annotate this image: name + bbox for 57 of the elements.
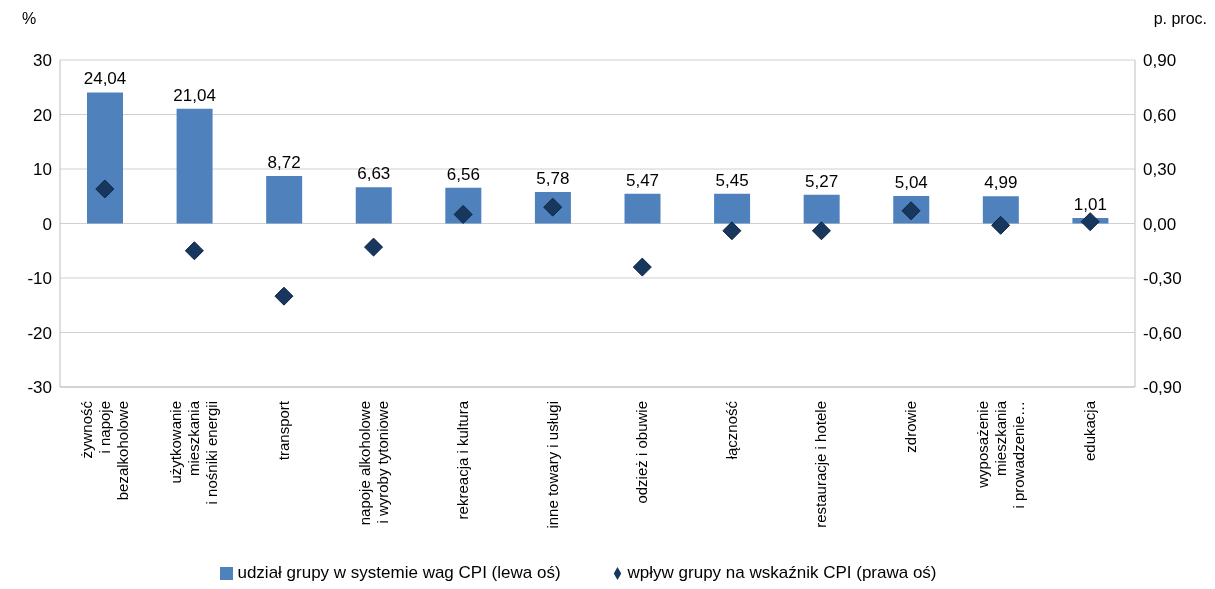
y-tick-label: 0: [42, 214, 52, 234]
point: [184, 241, 204, 261]
y-tick-label: 30: [33, 51, 52, 71]
y2-tick-label: 0,00: [1143, 214, 1177, 234]
x-tick-label: inne towary i usługi: [543, 401, 561, 529]
data-label: 6,56: [446, 164, 480, 184]
data-label: 24,04: [83, 69, 127, 89]
y-tick-label: 20: [33, 105, 52, 125]
y2-tick-label: 0,60: [1143, 105, 1177, 125]
point: [274, 286, 294, 306]
x-tick-label: odzież i obuwie: [633, 401, 651, 504]
bar: [176, 108, 213, 224]
y-axis-title: %: [22, 10, 37, 28]
data-label: 5,47: [625, 170, 660, 190]
y-tick-label: -20: [27, 323, 52, 343]
bar: [266, 175, 303, 224]
point: [1080, 212, 1100, 232]
legend-label: wpływ grupy na wskaźnik CPI (prawa oś): [627, 563, 937, 582]
bar: [624, 193, 661, 224]
data-label: 5,04: [894, 173, 928, 193]
y2-tick-label: 0,90: [1143, 51, 1177, 71]
legend-label: udział grupy w systemie wag CPI (lewa oś): [237, 563, 561, 582]
bar: [803, 194, 840, 224]
data-label: 5,27: [805, 171, 839, 191]
x-tick-label: łączność: [722, 400, 740, 460]
data-label: 4,99: [984, 173, 1018, 193]
data-label: 1,01: [1073, 195, 1107, 214]
x-tick-label: transport: [274, 400, 292, 461]
x-tick-label: restauracje i hotele: [812, 401, 830, 528]
data-label: 6,63: [357, 164, 391, 184]
x-tick-label: rekreacja i kultura: [454, 400, 472, 520]
y2-tick-label: -0,90: [1143, 378, 1182, 398]
y-tick-label: 10: [33, 160, 52, 180]
point: [811, 221, 831, 241]
bar: [87, 92, 123, 224]
data-label: 5,45: [715, 170, 749, 190]
y2-tick-label: -0,60: [1143, 323, 1182, 343]
y-tick-label: -10: [27, 269, 52, 289]
data-label: 8,72: [267, 152, 301, 172]
x-tick-label: żywność i napoje bezalkoholowe: [77, 400, 131, 501]
x-tick-label: edukacja: [1081, 400, 1099, 462]
x-tick-label: wyposażenie mieszkania i prowadzenie…: [973, 400, 1027, 509]
bar: [714, 193, 751, 224]
y2-tick-label: -0,30: [1143, 269, 1182, 289]
x-tick-label: zdrowie: [902, 401, 920, 453]
point: [95, 179, 115, 199]
y-tick-label: -30: [27, 378, 52, 398]
bar: [982, 196, 1019, 224]
data-label: 5,78: [536, 169, 570, 188]
point: [364, 237, 384, 257]
y2-tick-label: 0,30: [1143, 160, 1177, 180]
point: [722, 221, 742, 241]
data-label: 21,04: [173, 85, 216, 105]
point: [632, 257, 652, 277]
point: [991, 215, 1011, 235]
y2-axis-title: p. proc.: [1153, 10, 1207, 28]
bar: [355, 187, 392, 224]
